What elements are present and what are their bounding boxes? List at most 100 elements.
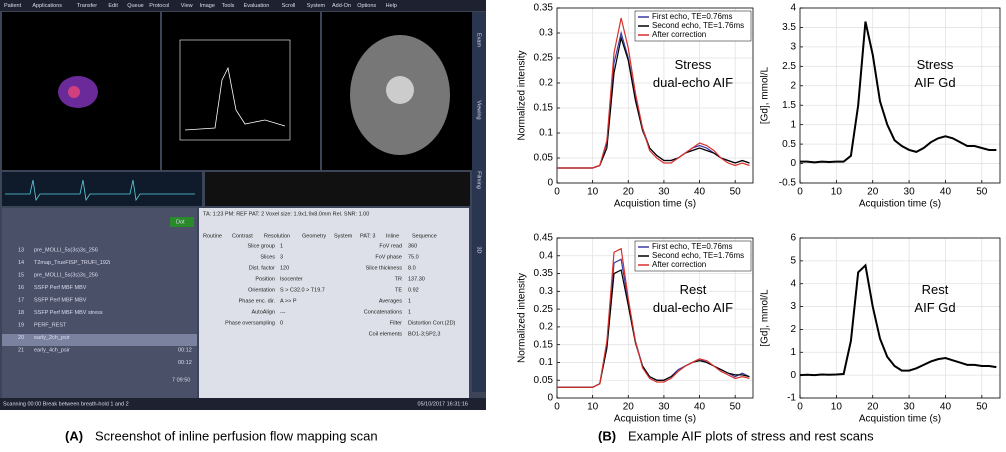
protocol-name: SSFP Perf MBF MBV stress: [34, 310, 103, 316]
protocol-name: SSFP Perf MBF MBV: [34, 285, 87, 291]
x-tick-label: 40: [940, 187, 952, 198]
y-tick-label: 1: [790, 347, 796, 358]
legend-box: [634, 10, 752, 42]
x-tick-label: 10: [587, 187, 599, 198]
screenshot: [0, 0, 486, 410]
status-date: 05/10/2017 16:31:16: [418, 401, 468, 407]
parameter-value: ---: [280, 309, 286, 315]
x-tick-label: 50: [976, 187, 988, 198]
side-tab: Viewing: [476, 100, 482, 119]
y-tick-label: 4: [790, 3, 796, 14]
dot-button: Dot: [176, 219, 185, 225]
parameter-label: Dist. factor: [249, 265, 275, 271]
parameter-label: FoV phase: [375, 254, 402, 260]
parameter-label: TR: [395, 276, 402, 282]
menu-item: Options: [357, 3, 376, 9]
ecg-strip: [2, 172, 202, 206]
y-axis-label: [Gd], mmol/L: [760, 289, 771, 347]
side-tab: Filming: [476, 171, 482, 189]
x-tick-label: 0: [797, 187, 803, 198]
parameter-label: Position: [255, 276, 275, 282]
y-tick-label: 4: [790, 278, 796, 289]
protocol-name: pre_MOLLI_5s(3s)3s_256: [34, 272, 98, 278]
parameter-value: 0.92: [408, 287, 419, 293]
annotation: dual-echo AIF: [653, 75, 733, 90]
protocol-name: early_4ch_psir: [34, 347, 70, 353]
y-tick-label: 0.1: [539, 357, 553, 368]
menu-item: Edit: [108, 3, 118, 9]
confirm-button[interactable]: [170, 217, 194, 227]
parameter-label: FoV read: [379, 243, 402, 249]
y-tick-label: 0.3: [539, 28, 553, 39]
legend-label: Second echo, TE=1.76ms: [652, 21, 744, 30]
x-tick-label: 0: [554, 187, 560, 198]
y-tick-label: 0.4: [539, 250, 553, 261]
x-tick-label: 30: [658, 402, 670, 413]
line-series: [799, 263, 997, 377]
parameter-label: Concatenations: [364, 309, 402, 315]
menu-item: System: [307, 3, 326, 9]
y-tick-label: -1: [787, 393, 796, 404]
menu-item: View: [181, 3, 193, 9]
caption-label: (B): [598, 428, 616, 443]
protocol-name: early_2ch_psir: [34, 335, 70, 341]
parameter-value: Distortion Corr.(2D): [408, 320, 456, 326]
parameter-label: Coil elements: [369, 331, 403, 337]
x-axis-label: Acquistion time (s): [614, 414, 696, 425]
x-tick-label: 50: [976, 402, 988, 413]
y-tick-label: 0.05: [534, 375, 554, 386]
x-tick-label: 40: [694, 402, 706, 413]
protocol-number: 21: [18, 347, 24, 353]
parameter-tab: Inline: [386, 233, 399, 239]
parameter-value: 360: [408, 243, 417, 249]
line-series: [557, 35, 750, 169]
legend-label: After correction: [652, 30, 706, 39]
plot-frame: [799, 7, 1001, 184]
y-tick-label: 3.5: [782, 22, 796, 33]
y-tick-label: 0.35: [534, 268, 554, 279]
parameter-label: Averages: [379, 298, 402, 304]
menu-item: Help: [386, 3, 397, 9]
menu-item: Scroll: [282, 3, 296, 9]
legend-box: [634, 240, 752, 272]
x-tick-label: 20: [623, 402, 635, 413]
aif-plot-frame: [179, 39, 291, 141]
y-tick-label: 2.5: [782, 61, 796, 72]
menu-item: Transfer: [77, 3, 97, 9]
protocol-number: 14: [18, 260, 24, 266]
info-line: TA: 1:23 PM: REF PAT: 2 Voxel size: 1.9x…: [203, 211, 369, 217]
parameter-tab: Routine: [203, 233, 222, 239]
caption-label: (A): [65, 428, 83, 443]
y-tick-label: 2: [790, 324, 796, 335]
x-tick-label: 40: [940, 402, 952, 413]
menu-item: Evaluation: [244, 3, 270, 9]
parameter-value: 1: [280, 243, 283, 249]
y-tick-label: 0.05: [534, 153, 554, 164]
parameter-tab: Resolution: [264, 233, 290, 239]
x-tick-label: 10: [831, 187, 843, 198]
y-tick-label: 0: [547, 178, 553, 189]
line-series: [557, 269, 750, 388]
parameter-value: 8.0: [408, 265, 416, 271]
line-series: [557, 258, 750, 388]
y-tick-label: 0.25: [534, 53, 554, 64]
caption-text: Screenshot of inline perfusion flow mapp…: [95, 428, 378, 443]
parameter-value: 1: [408, 298, 411, 304]
y-tick-label: 0.5: [782, 139, 796, 150]
x-tick-label: 10: [831, 402, 843, 413]
image-panel: [162, 12, 320, 170]
protocol-number: 15: [18, 272, 24, 278]
line-series: [800, 21, 997, 164]
annotation: Rest: [922, 282, 949, 297]
y-tick-label: 2: [790, 80, 796, 91]
selected-row: [2, 334, 197, 346]
x-axis-label: Acquistion time (s): [614, 199, 696, 210]
line-series: [557, 247, 750, 388]
parameter-value: 120: [280, 265, 289, 271]
x-axis-label: Acquistion time (s): [859, 199, 941, 210]
protocol-number: 13: [18, 247, 24, 253]
y-tick-label: 1.5: [782, 100, 796, 111]
legend-label: First echo, TE=0.76ms: [652, 242, 733, 251]
x-tick-label: 40: [694, 187, 706, 198]
parameter-value: 3: [280, 254, 283, 260]
